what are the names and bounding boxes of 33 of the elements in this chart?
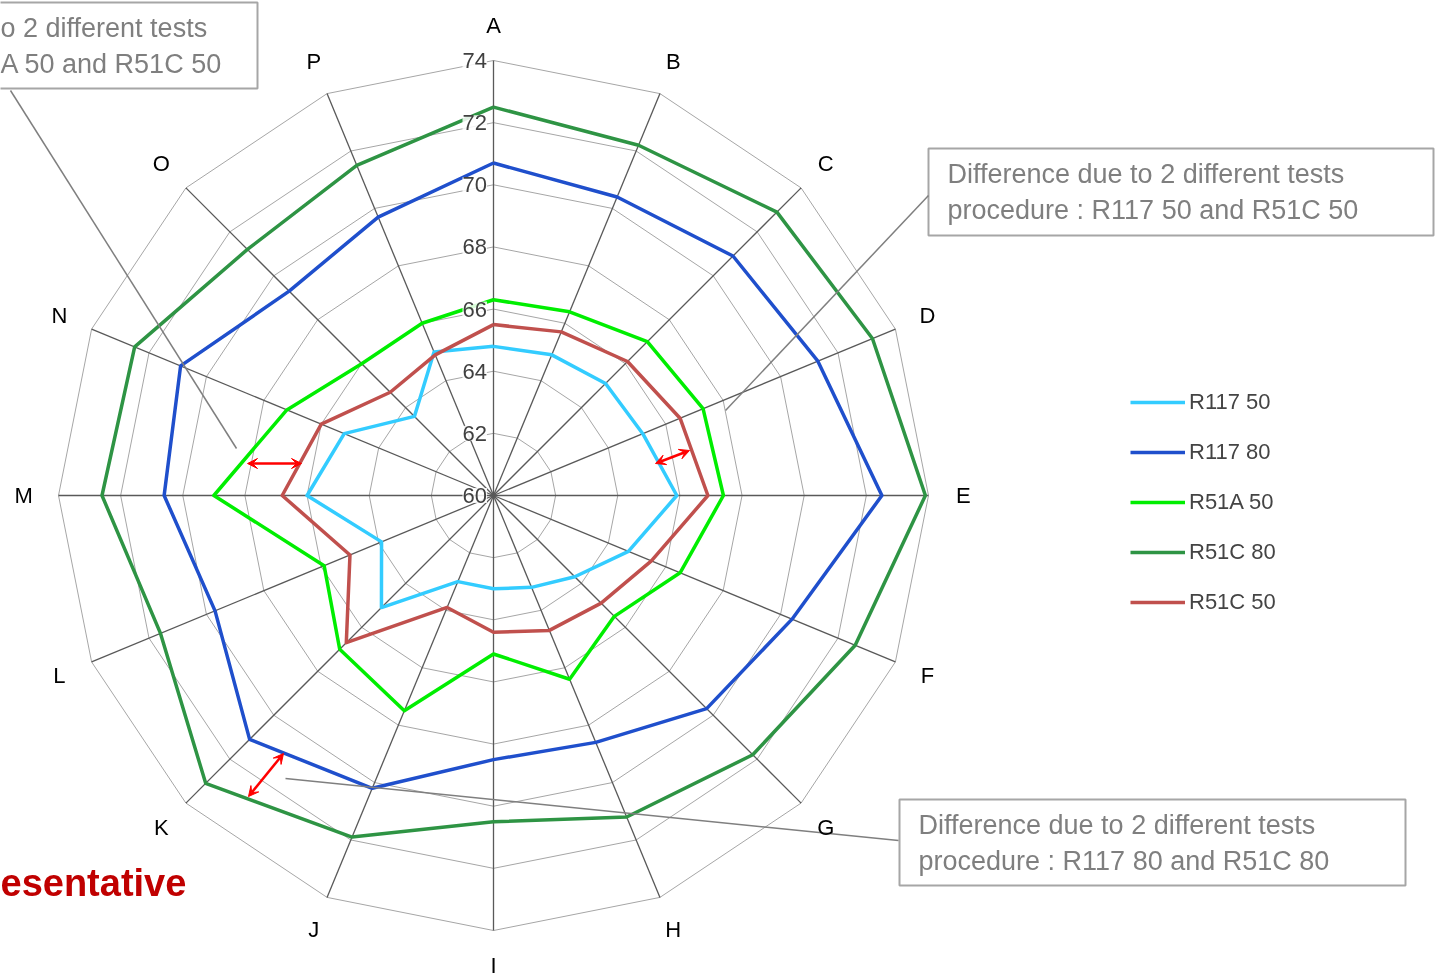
y-tick-label: 70 bbox=[462, 172, 487, 198]
legend-label: R117 80 bbox=[1189, 439, 1271, 465]
text: Difference due to 2 different tests procedure : R117 80 and R51C 80 bbox=[918, 809, 1330, 876]
text: o 2 different tests A 50 and R51C 50 bbox=[0, 12, 222, 79]
spoke-label: J bbox=[308, 917, 320, 943]
y-tick-label: 68 bbox=[462, 234, 487, 260]
spoke-label: G bbox=[817, 815, 835, 841]
text: Difference due to 2 different tests procedure : R117 50 and R51C 50 bbox=[947, 159, 1359, 225]
spoke-label: O bbox=[152, 150, 170, 176]
y-tick-label: 62 bbox=[462, 420, 487, 446]
spoke-label: L bbox=[53, 662, 66, 688]
spoke-label: D bbox=[919, 303, 936, 329]
spoke-label: F bbox=[920, 662, 935, 688]
spoke-label: A bbox=[486, 13, 502, 39]
y-tick-label: 64 bbox=[462, 358, 487, 384]
text: esentative bbox=[0, 861, 187, 904]
y-tick-label: 66 bbox=[462, 296, 487, 322]
spoke-label: N bbox=[51, 303, 68, 329]
spoke-label: C bbox=[817, 150, 834, 176]
spoke-label: P bbox=[306, 48, 322, 74]
spoke-label: K bbox=[153, 815, 169, 841]
y-tick-label: 60 bbox=[462, 483, 487, 508]
y-tick-label: 74 bbox=[462, 48, 487, 73]
legend-label: R51A 50 bbox=[1189, 489, 1274, 515]
spoke-label: I bbox=[490, 952, 497, 978]
spoke-label: M bbox=[14, 483, 33, 508]
legend-label: R51C 50 bbox=[1189, 589, 1276, 615]
y-tick-label: 72 bbox=[462, 110, 487, 136]
spoke-label: E bbox=[955, 483, 971, 508]
legend-label: R51C 80 bbox=[1189, 539, 1276, 565]
spoke-label: H bbox=[665, 917, 682, 943]
legend-label: R117 50 bbox=[1189, 389, 1271, 415]
spoke-label: B bbox=[665, 48, 681, 74]
